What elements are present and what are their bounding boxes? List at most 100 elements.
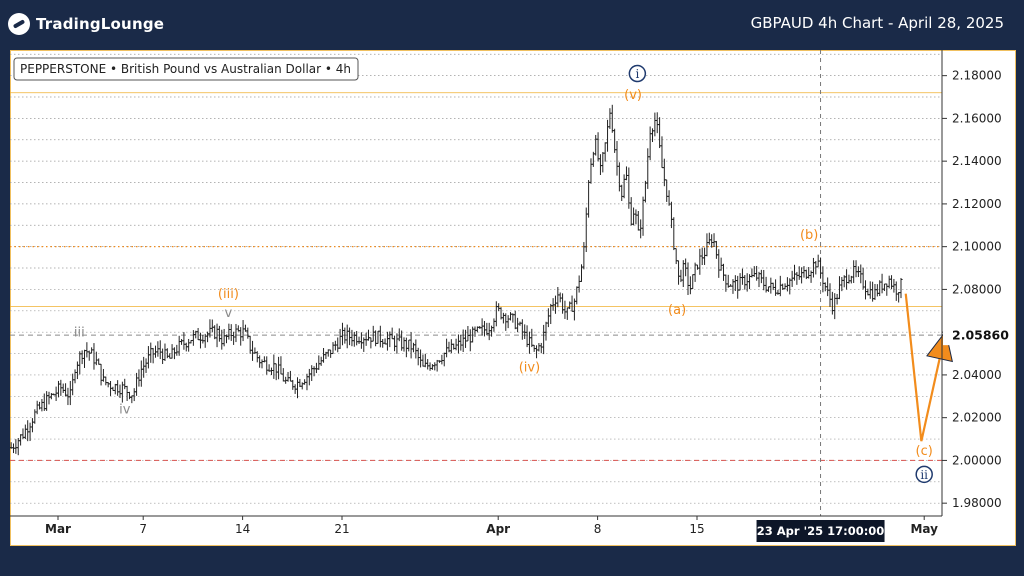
candle (222, 328, 226, 347)
candle (168, 353, 172, 359)
candle (700, 247, 704, 266)
candle (705, 233, 709, 257)
candle (319, 356, 323, 366)
candle (73, 369, 77, 384)
candle (276, 356, 281, 380)
logo-text: TradingLounge (36, 15, 165, 33)
candle (750, 268, 754, 278)
candle (227, 323, 231, 340)
candle (205, 331, 210, 343)
candle (596, 132, 600, 162)
candle (357, 336, 361, 344)
candle (698, 248, 702, 275)
candle (210, 319, 214, 333)
candle (295, 377, 300, 399)
candle (537, 343, 541, 352)
price-tick-label: 2.00000 (952, 453, 1002, 467)
candle (404, 337, 408, 358)
candle (54, 386, 58, 402)
candle (347, 327, 352, 346)
candle (47, 391, 51, 405)
candle (828, 283, 832, 307)
bottom-bar (0, 546, 1024, 576)
candle (113, 383, 117, 395)
candle (30, 418, 35, 433)
candle (23, 424, 27, 440)
candle (35, 400, 39, 415)
candle (885, 283, 889, 296)
candle (873, 283, 877, 300)
candle (163, 343, 167, 362)
candle (733, 275, 737, 291)
candle (643, 180, 648, 203)
candle (378, 325, 382, 348)
candle (255, 351, 259, 363)
candle (897, 292, 901, 303)
candle (762, 269, 766, 291)
candle (317, 355, 321, 370)
candles (10, 104, 903, 456)
candle (123, 378, 127, 390)
candle (534, 345, 539, 359)
candle (575, 286, 579, 305)
candle (402, 337, 406, 352)
candle (556, 287, 560, 308)
candle (523, 324, 527, 340)
candle (14, 439, 18, 454)
candle (279, 356, 283, 375)
candle (847, 274, 851, 284)
candle (111, 386, 115, 391)
candle (229, 324, 233, 341)
candle (187, 338, 191, 352)
candle (101, 368, 106, 382)
candle (636, 210, 640, 231)
candle (807, 267, 811, 279)
candle (459, 334, 463, 351)
candle (712, 233, 716, 247)
candle (889, 275, 894, 290)
time-tick-label: 8 (594, 522, 602, 536)
candle (345, 324, 349, 349)
candle (676, 260, 681, 285)
candle (513, 310, 517, 330)
candle (717, 249, 721, 278)
price-tick-label: 1.98000 (952, 496, 1002, 510)
candle (826, 277, 830, 297)
chart-frame (10, 50, 1016, 546)
candle (686, 262, 690, 296)
candle (655, 112, 659, 134)
candle (669, 201, 674, 229)
candle (617, 162, 621, 192)
candle (454, 338, 458, 351)
candle (719, 257, 723, 271)
candle (702, 247, 707, 265)
candle (587, 180, 591, 218)
candle (653, 112, 657, 137)
candle (106, 381, 110, 388)
wave-circle (628, 64, 647, 83)
candle (409, 332, 413, 359)
candle (542, 324, 546, 355)
candle (565, 307, 569, 320)
candle (426, 359, 430, 370)
crosshair-time-box (756, 520, 885, 542)
candle (560, 293, 565, 314)
candle (87, 350, 91, 361)
candle (497, 303, 501, 312)
top-bar: TradingLounge GBPAUD 4h Chart - April 28… (0, 0, 1024, 48)
candle (667, 190, 671, 206)
current-price-box (943, 325, 1013, 346)
candle (355, 330, 359, 346)
candle (411, 342, 416, 353)
price-tick-label: 2.08000 (952, 282, 1002, 296)
projection-path (904, 293, 944, 442)
candle (385, 331, 390, 351)
candle (314, 362, 319, 374)
candle (466, 325, 470, 342)
price-axis: 2.18000 2.16000 2.14000 2.12000 2.10000 2.080… (941, 50, 1013, 516)
candle (92, 343, 96, 370)
candle (769, 277, 773, 294)
candle (116, 380, 120, 396)
